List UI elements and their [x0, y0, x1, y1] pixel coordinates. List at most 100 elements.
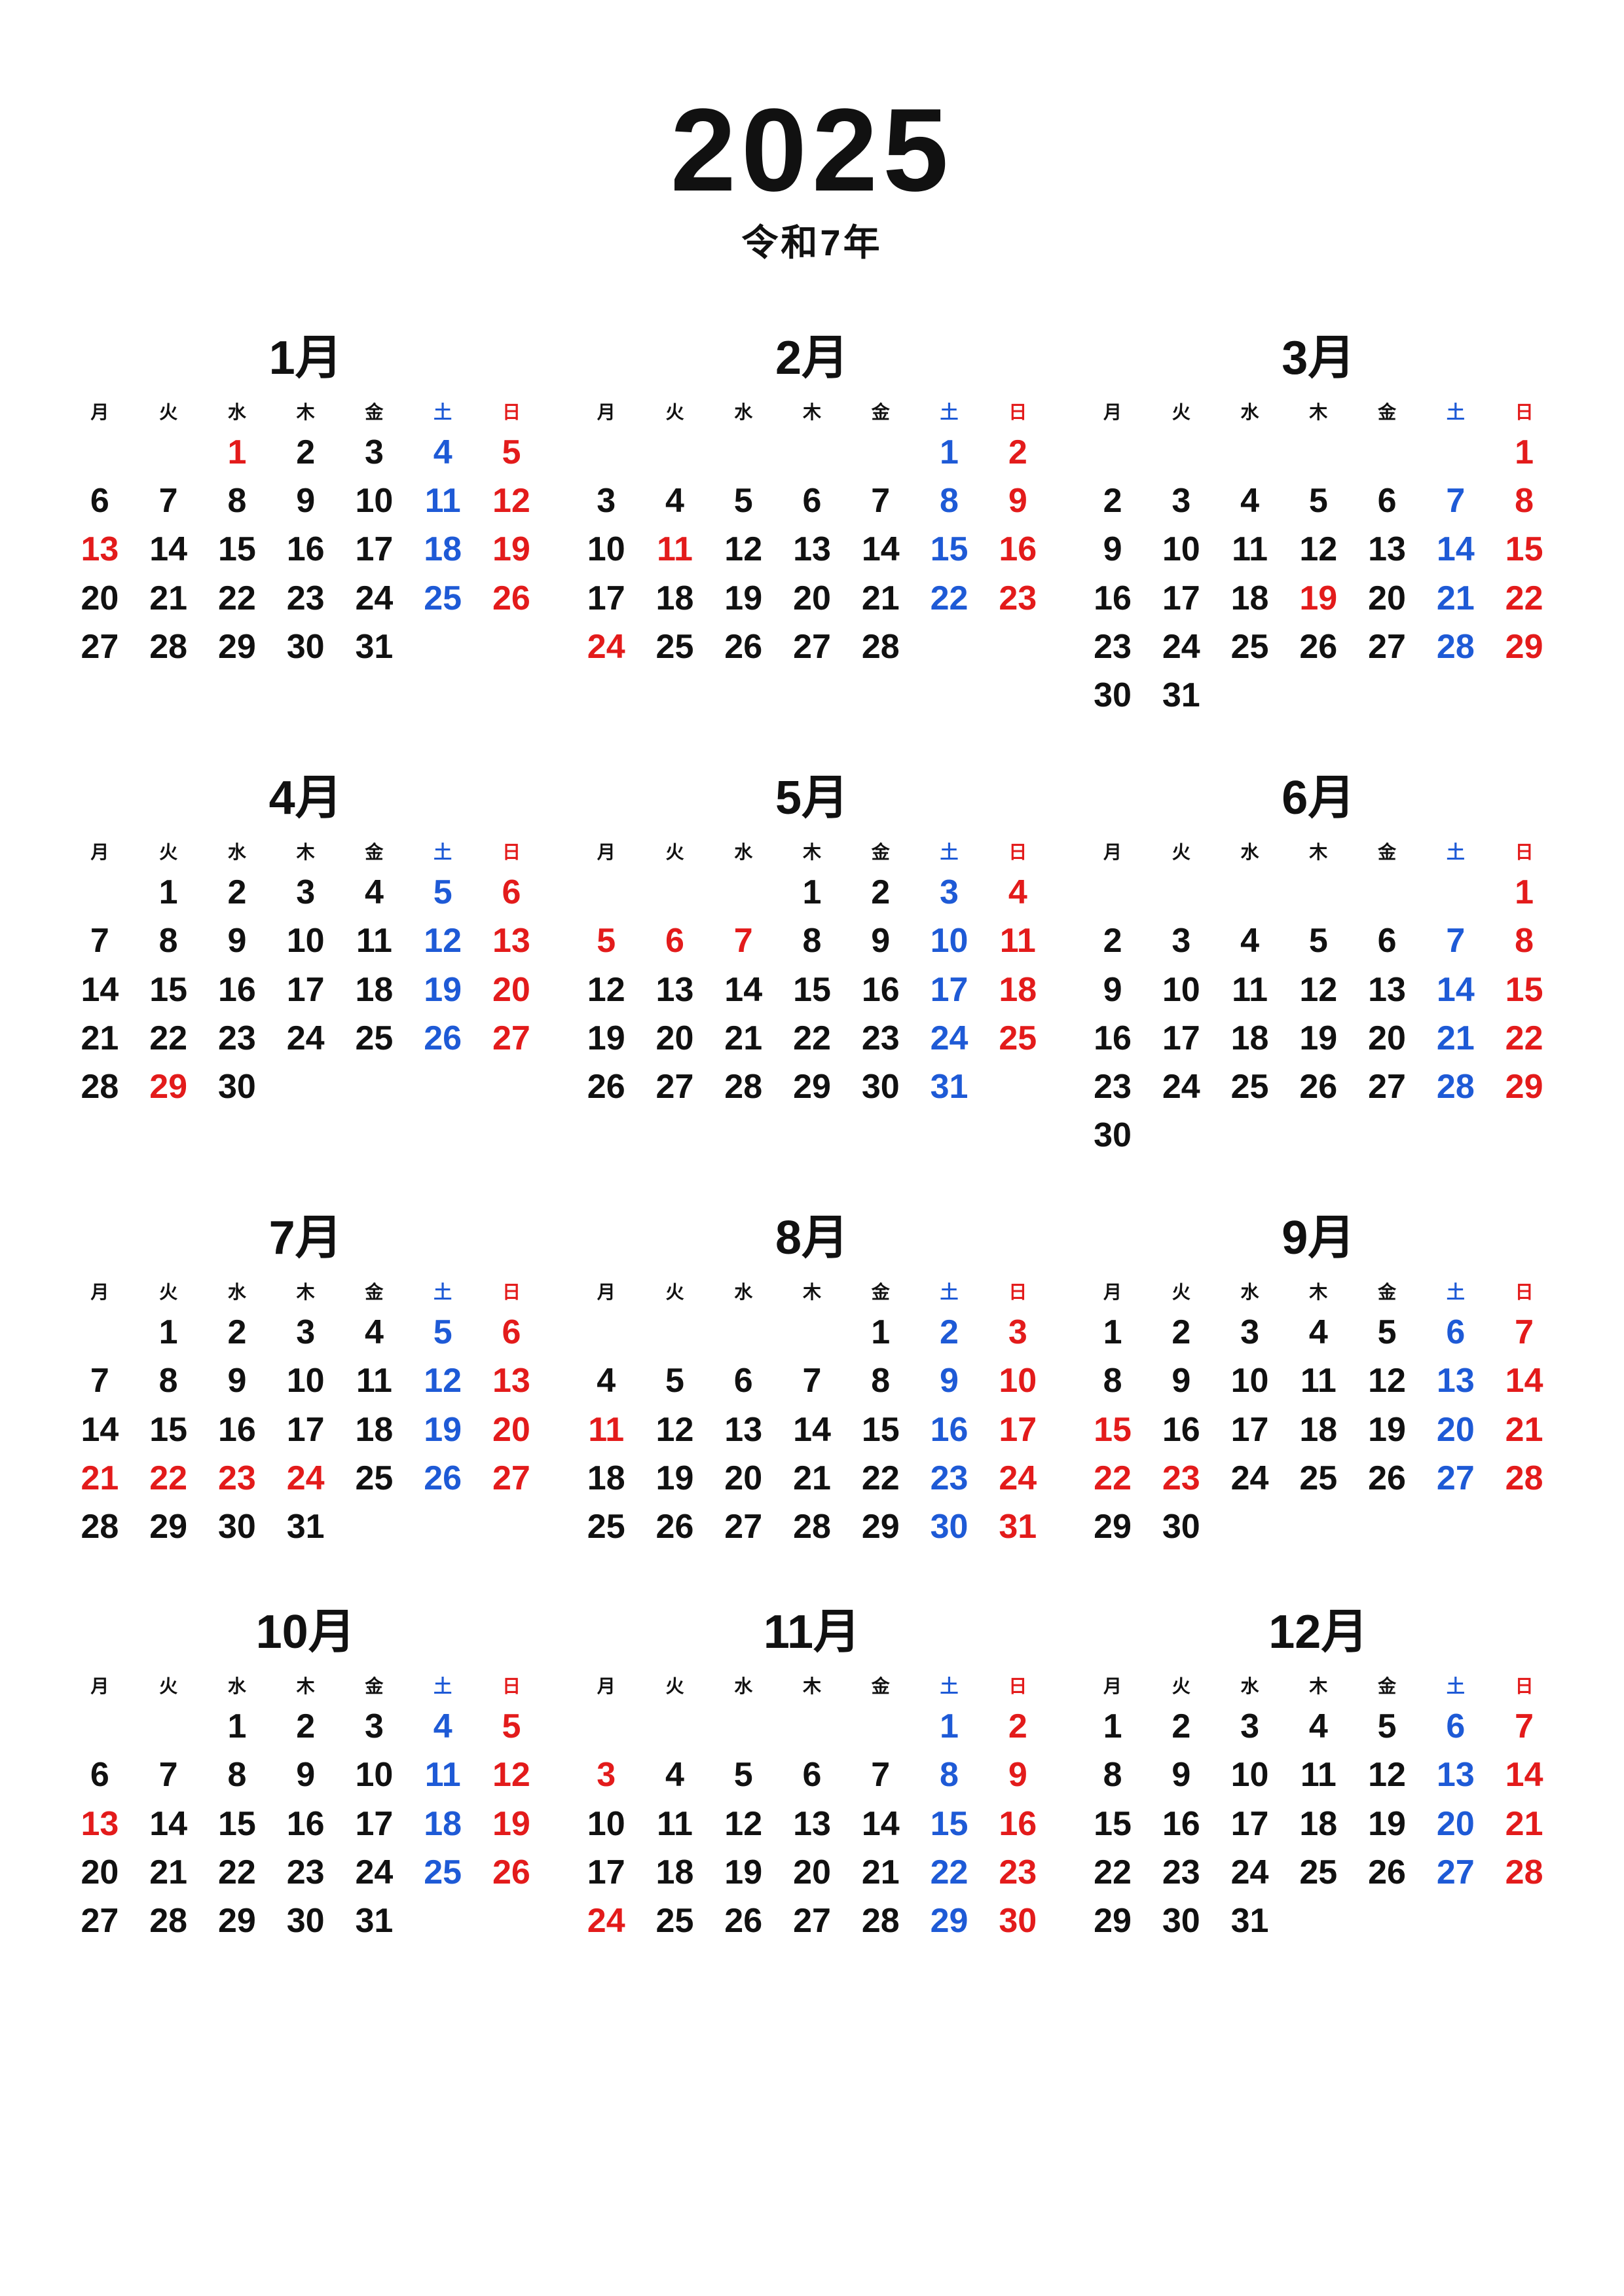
day-cell: 22 — [1490, 1014, 1559, 1063]
day-cell: 16 — [846, 966, 915, 1014]
day-cell: 5 — [409, 868, 477, 917]
day-cell — [65, 1945, 134, 1948]
weekday-label: 火 — [640, 394, 709, 428]
day-cell — [1284, 428, 1353, 477]
day-cell: 28 — [65, 1503, 134, 1551]
week-row: 262728293031 — [572, 1063, 1052, 1111]
weekday-label: 水 — [1215, 394, 1284, 428]
day-cell: 21 — [778, 1454, 847, 1503]
day-cell: 21 — [1490, 1800, 1559, 1848]
day-cell: 17 — [340, 1800, 409, 1848]
day-cell — [1353, 868, 1422, 917]
weekday-label: 水 — [1215, 834, 1284, 868]
month-block: 12月月火水木金土日123456789101112131415161718192… — [1079, 1593, 1559, 1948]
day-cell — [1215, 428, 1284, 477]
day-cell: 16 — [1079, 574, 1147, 623]
weekday-header-row: 月火水木金土日 — [572, 834, 1052, 868]
weekday-label: 木 — [778, 394, 847, 428]
weekday-label: 月 — [1079, 834, 1147, 868]
day-cell — [65, 868, 134, 917]
day-cell — [640, 868, 709, 917]
day-cell: 11 — [640, 525, 709, 574]
day-cell: 9 — [1079, 966, 1147, 1014]
week-row: 13141516171819 — [65, 525, 545, 574]
day-cell: 14 — [1421, 525, 1490, 574]
day-cell: 11 — [409, 477, 477, 525]
weekday-label: 土 — [915, 1274, 984, 1308]
day-cell: 30 — [271, 623, 340, 671]
day-cell: 23 — [1079, 1063, 1147, 1111]
weekday-label: 水 — [203, 834, 272, 868]
day-cell: 27 — [1421, 1454, 1490, 1503]
week-row: 17181920212223 — [572, 1848, 1052, 1897]
week-row: 21222324252627 — [65, 1454, 545, 1503]
day-cell: 29 — [134, 1503, 203, 1551]
day-cell — [65, 428, 134, 477]
weekday-label: 水 — [1215, 1668, 1284, 1702]
weekday-label: 日 — [1490, 834, 1559, 868]
day-cell — [409, 1945, 477, 1948]
weekday-label: 火 — [1147, 394, 1215, 428]
day-cell: 29 — [203, 623, 272, 671]
day-cell — [846, 1945, 915, 1948]
day-cell — [1353, 428, 1422, 477]
weekday-label: 日 — [984, 1274, 1052, 1308]
day-cell: 15 — [1079, 1800, 1147, 1848]
day-cell: 27 — [477, 1014, 546, 1063]
week-row: 13141516171819 — [65, 1800, 545, 1848]
day-cell: 12 — [477, 1751, 546, 1799]
day-cell: 21 — [134, 574, 203, 623]
day-cell: 20 — [640, 1014, 709, 1063]
week-row: 123456 — [65, 868, 545, 917]
weekday-label: 火 — [134, 1668, 203, 1702]
day-cell — [477, 1945, 546, 1948]
day-cell: 28 — [134, 623, 203, 671]
day-cell: 6 — [778, 477, 847, 525]
day-cell: 25 — [340, 1454, 409, 1503]
day-cell: 27 — [778, 1897, 847, 1945]
day-cell: 14 — [1490, 1357, 1559, 1405]
day-cell: 18 — [409, 1800, 477, 1848]
day-cell: 10 — [1215, 1751, 1284, 1799]
day-cell: 12 — [709, 525, 778, 574]
weekday-label: 土 — [915, 1668, 984, 1702]
week-row: 567891011 — [572, 917, 1052, 965]
weekday-label: 土 — [409, 394, 477, 428]
day-cell: 7 — [65, 917, 134, 965]
day-cell — [915, 623, 984, 671]
weekday-label: 金 — [1353, 1274, 1422, 1308]
day-cell: 1 — [778, 868, 847, 917]
day-cell: 4 — [340, 1308, 409, 1357]
week-row: 10111213141516 — [572, 1800, 1052, 1848]
day-cell: 19 — [640, 1454, 709, 1503]
day-cell: 5 — [409, 1308, 477, 1357]
day-cell: 11 — [1215, 966, 1284, 1014]
day-cell: 23 — [915, 1454, 984, 1503]
day-cell — [846, 1551, 915, 1554]
day-cell — [572, 1111, 640, 1114]
day-cell: 25 — [1284, 1454, 1353, 1503]
day-cell: 14 — [1421, 966, 1490, 1014]
day-cell: 1 — [203, 1702, 272, 1751]
day-cell: 7 — [1490, 1308, 1559, 1357]
weekday-label: 木 — [1284, 834, 1353, 868]
day-cell: 4 — [572, 1357, 640, 1405]
day-cell — [915, 1945, 984, 1948]
day-cell — [778, 428, 847, 477]
day-cell: 29 — [1079, 1503, 1147, 1551]
day-cell: 24 — [1215, 1848, 1284, 1897]
day-cell: 4 — [409, 1702, 477, 1751]
day-cell: 31 — [915, 1063, 984, 1111]
day-cell — [271, 1063, 340, 1111]
day-cell — [1079, 428, 1147, 477]
month-block: 8月月火水木金土日1234567891011121314151617181920… — [572, 1199, 1052, 1554]
day-cell — [1421, 428, 1490, 477]
day-cell — [134, 1111, 203, 1114]
day-cell: 2 — [915, 1308, 984, 1357]
day-cell — [477, 1897, 546, 1945]
day-cell: 2 — [203, 1308, 272, 1357]
day-cell — [640, 428, 709, 477]
day-cell: 9 — [1147, 1357, 1215, 1405]
day-cell — [1353, 1111, 1422, 1159]
day-cell: 31 — [984, 1503, 1052, 1551]
